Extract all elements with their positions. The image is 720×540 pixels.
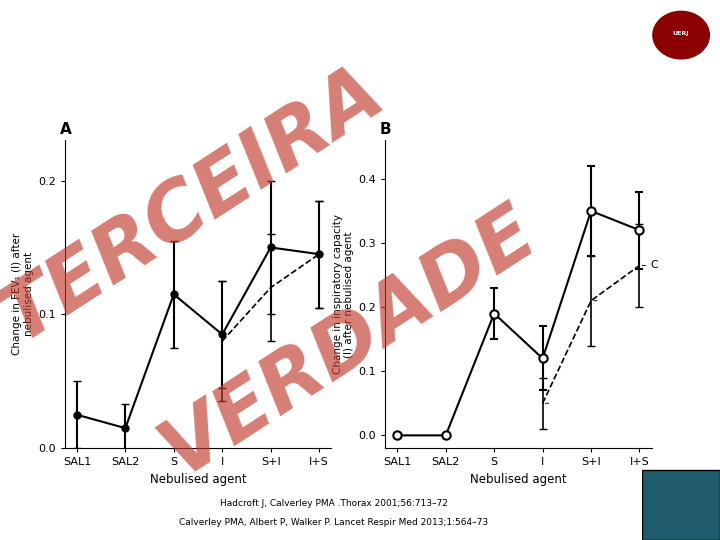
X-axis label: Nebulised agent: Nebulised agent: [470, 473, 567, 486]
Text: Mito ou VERDADE: Mito ou VERDADE: [676, 207, 686, 311]
Text: Calverley PMA, Albert P, Walker P. Lancet Respir Med 2013;1:564–73: Calverley PMA, Albert P, Walker P. Lance…: [179, 518, 489, 527]
Text: A: A: [60, 123, 71, 137]
Text: Estáveis e moderados: Estáveis e moderados: [310, 105, 474, 119]
Text: VERDADE: VERDADE: [148, 192, 551, 491]
Text: COMBINAÇÃO DE DROGAS BRONCODILATADORAS: COMBINAÇÃO DE DROGAS BRONCODILATADORAS: [8, 13, 414, 31]
Text: UERJ: UERJ: [672, 31, 690, 36]
Y-axis label: Change in FEV₁ (l) after
nebulised agent: Change in FEV₁ (l) after nebulised agent: [12, 233, 34, 355]
Y-axis label: Change in inspiratory capacity
(l) after nebulised agent: Change in inspiratory capacity (l) after…: [333, 214, 354, 374]
Text: B: B: [380, 123, 392, 137]
Circle shape: [649, 8, 714, 63]
Circle shape: [653, 11, 709, 59]
Text: TERCEIRA: TERCEIRA: [0, 53, 398, 358]
Text: C: C: [650, 260, 658, 271]
FancyBboxPatch shape: [642, 470, 720, 540]
Text: Hadcroft J, Calverley PMA .Thorax 2001;56:713–72: Hadcroft J, Calverley PMA .Thorax 2001;5…: [220, 498, 448, 508]
X-axis label: Nebulised agent: Nebulised agent: [150, 473, 246, 486]
Text: 20 DPOC (15 homens): 20 DPOC (15 homens): [310, 77, 474, 91]
